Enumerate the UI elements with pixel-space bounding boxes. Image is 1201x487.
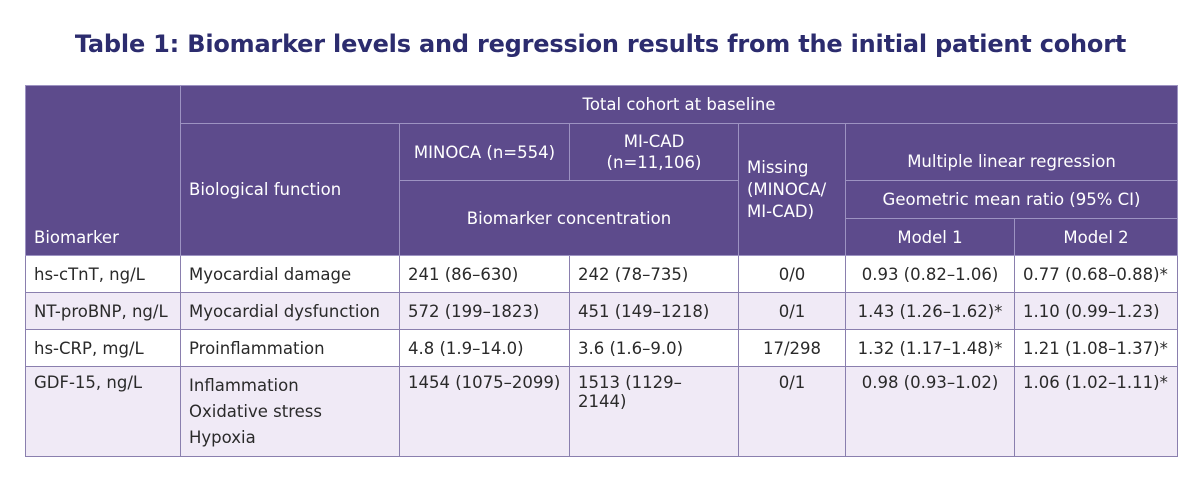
header-model-1: Model 1: [845, 218, 1015, 256]
header-missing-line2: (MINOCA/: [747, 179, 827, 199]
table-row: NT-proBNP, ng/L Myocardial dysfunction 5…: [25, 292, 1179, 330]
cell-function-line: Hypoxia: [189, 428, 256, 447]
cell-biomarker: NT-proBNP, ng/L: [25, 292, 181, 330]
cell-biomarker: hs-cTnT, ng/L: [25, 255, 181, 293]
cell-biomarker: hs-CRP, mg/L: [25, 329, 181, 367]
header-missing: Missing (MINOCA/ MI-CAD): [738, 123, 846, 256]
cell-model-2: 1.10 (0.99–1.23): [1013, 292, 1179, 330]
cell-minoca: 4.8 (1.9–14.0): [399, 329, 570, 367]
cell-minoca: 572 (199–1823): [399, 292, 570, 330]
cell-function-line: Inflammation: [189, 376, 299, 395]
header-missing-line3: MI-CAD): [747, 201, 815, 221]
cell-model-1: 1.43 (1.26–1.62)*: [845, 292, 1015, 330]
table-row: hs-cTnT, ng/L Myocardial damage 241 (86–…: [25, 255, 1179, 293]
cell-missing: 0/1: [738, 366, 846, 457]
header-model-2: Model 2: [1013, 218, 1179, 256]
cell-missing: 17/298: [738, 329, 846, 367]
cell-function-line: Oxidative stress: [189, 402, 322, 421]
cell-micad: 451 (149–1218): [569, 292, 739, 330]
cell-function: Myocardial dysfunction: [180, 292, 400, 330]
cell-model-2: 1.06 (1.02–1.11)*: [1013, 366, 1179, 457]
cell-micad: 242 (78–735): [569, 255, 739, 293]
cell-minoca: 1454 (1075–2099): [399, 366, 570, 457]
header-missing-line1: Missing: [747, 157, 809, 177]
table-title: Table 1: Biomarker levels and regression…: [74, 30, 1127, 58]
header-micad: MI-CAD (n=11,106): [569, 123, 739, 181]
biomarker-table: Biomarker Total cohort at baseline Biolo…: [25, 85, 1179, 457]
header-biomarker: Biomarker: [25, 85, 181, 256]
cell-micad: 1513 (1129–2144): [569, 366, 739, 457]
cell-missing: 0/0: [738, 255, 846, 293]
cell-model-2: 1.21 (1.08–1.37)*: [1013, 329, 1179, 367]
cell-model-2: 0.77 (0.68–0.88)*: [1013, 255, 1179, 293]
header-micad-line2: (n=11,106): [606, 153, 702, 172]
header-minoca: MINOCA (n=554): [399, 123, 570, 181]
header-gmr: Geometric mean ratio (95% CI): [844, 180, 1179, 219]
header-regression: Multiple linear regression: [844, 123, 1179, 181]
cell-function: Proinflammation: [180, 329, 400, 367]
table-row: hs-CRP, mg/L Proinflammation 4.8 (1.9–14…: [25, 329, 1179, 367]
cell-model-1: 0.93 (0.82–1.06): [845, 255, 1015, 293]
header-micad-line1: MI-CAD: [623, 132, 685, 151]
table-row: GDF-15, ng/L Inflammation Oxidative stre…: [25, 366, 1179, 457]
header-total-cohort: Total cohort at baseline: [179, 85, 1179, 124]
table-body: hs-cTnT, ng/L Myocardial damage 241 (86–…: [25, 255, 1179, 457]
cell-model-1: 1.32 (1.17–1.48)*: [845, 329, 1015, 367]
cell-model-1: 0.98 (0.93–1.02): [845, 366, 1015, 457]
cell-micad: 3.6 (1.6–9.0): [569, 329, 739, 367]
cell-minoca: 241 (86–630): [399, 255, 570, 293]
cell-function: Myocardial damage: [180, 255, 400, 293]
cell-biomarker: GDF-15, ng/L: [25, 366, 181, 457]
cell-missing: 0/1: [738, 292, 846, 330]
cell-function: Inflammation Oxidative stress Hypoxia: [180, 366, 400, 457]
table-header: Biomarker Total cohort at baseline Biolo…: [25, 85, 1179, 256]
header-biomarker-concentration: Biomarker concentration: [399, 180, 739, 256]
header-biological-function: Biological function: [180, 123, 400, 256]
